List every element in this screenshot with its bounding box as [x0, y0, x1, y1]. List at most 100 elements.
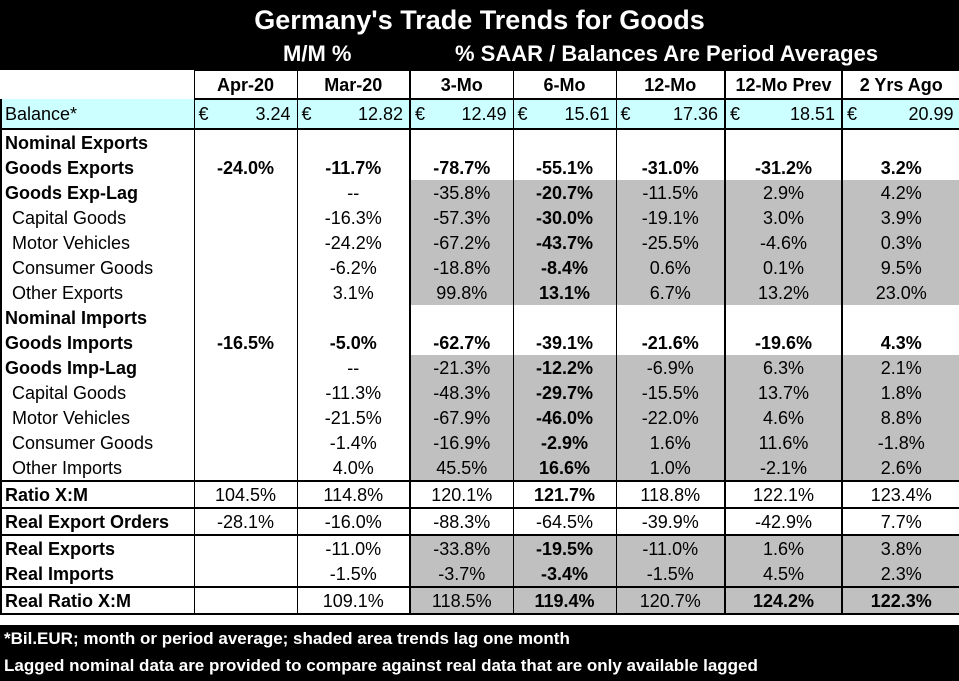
table-cell: 9.5% — [841, 255, 959, 280]
table-cell: -67.9% — [409, 405, 514, 430]
table-cell: 13.2% — [724, 280, 843, 305]
subtitle-bar: M/M % % SAAR / Balances Are Period Avera… — [0, 38, 959, 70]
table-cell — [409, 129, 514, 155]
row-label: Other Exports — [0, 280, 195, 305]
table-cell: -25.5% — [615, 230, 726, 255]
table-row: Goods Exp-Lag -- -35.8% -20.7% -11.5% 2.9% 4.2… — [0, 180, 959, 205]
table-row: Other Imports 4.0% 45.5% 16.6% 1.0% -2.1% 2.6% — [0, 455, 959, 481]
table-cell: 114.8% — [296, 480, 411, 508]
row-label: Real Ratio X:M — [0, 586, 195, 615]
table-cell: -18.8% — [409, 255, 514, 280]
balance-value: 15.61 — [564, 104, 610, 124]
table-cell: 13.1% — [512, 280, 617, 305]
table-cell: 3.1% — [296, 280, 411, 305]
row-label: Goods Imports — [0, 330, 195, 355]
table-cell: -1.8% — [841, 430, 959, 455]
row-label: Consumer Goods — [0, 430, 195, 455]
balance-value: 18.51 — [789, 104, 835, 124]
balance-cell: €18.51 — [724, 99, 843, 130]
table-cell — [193, 405, 298, 430]
table-cell: 4.3% — [841, 330, 959, 355]
table-cell: -16.0% — [296, 507, 411, 535]
table-cell: 45.5% — [409, 455, 514, 481]
euro-sign: € — [620, 104, 631, 124]
table-cell: -11.5% — [615, 180, 726, 205]
table-cell: -12.2% — [512, 355, 617, 380]
table-row: Capital Goods -16.3% -57.3% -30.0% -19.1% 3.0… — [0, 205, 959, 230]
table-cell: -67.2% — [409, 230, 514, 255]
table-cell: 120.7% — [615, 586, 726, 615]
table-row: Other Exports 3.1% 99.8% 13.1% 6.7% 13.2% 23.0… — [0, 280, 959, 305]
balance-cell: €17.36 — [615, 99, 726, 130]
table-cell: -42.9% — [724, 507, 843, 535]
table-row: Motor Vehicles -21.5% -67.9% -46.0% -22.0% 4.… — [0, 405, 959, 430]
table-cell: -64.5% — [512, 507, 617, 535]
table-row: Capital Goods -11.3% -48.3% -29.7% -15.5% 13.… — [0, 380, 959, 405]
table-row: Nominal Imports — [0, 305, 959, 330]
table-cell: -57.3% — [409, 205, 514, 230]
subtitle-left: M/M % — [283, 41, 352, 66]
balance-cell: €12.49 — [409, 99, 514, 130]
table-cell: 6.3% — [724, 355, 843, 380]
row-label: Goods Imp-Lag — [0, 355, 195, 380]
table-cell — [724, 129, 843, 155]
balance-row: Balance* €3.24 €12.82 €12.49 €15.61 €17.36 €1… — [0, 99, 959, 130]
table-cell: -11.7% — [296, 155, 411, 180]
euro-sign: € — [730, 104, 741, 124]
table-cell: 0.6% — [615, 255, 726, 280]
table-row: Goods Exports -24.0% -11.7% -78.7% -55.1% -31… — [0, 155, 959, 180]
table-cell — [193, 430, 298, 455]
table-cell: 1.0% — [615, 455, 726, 481]
table-cell: 11.6% — [724, 430, 843, 455]
footnote-2: Lagged nominal data are provided to comp… — [0, 653, 959, 681]
table-cell — [193, 380, 298, 405]
table-cell: -55.1% — [512, 155, 617, 180]
footnote-1: *Bil.EUR; month or period average; shade… — [0, 625, 959, 653]
table-cell: -30.0% — [512, 205, 617, 230]
table-cell: 0.3% — [841, 230, 959, 255]
table-cell: -19.5% — [512, 534, 617, 561]
table-cell: -39.9% — [615, 507, 726, 535]
table-cell: -16.5% — [193, 330, 298, 355]
row-label: Motor Vehicles — [0, 230, 195, 255]
table-cell: -31.2% — [724, 155, 843, 180]
balance-value: 12.49 — [461, 104, 507, 124]
table-cell: -11.0% — [296, 534, 411, 561]
table-cell: -4.6% — [724, 230, 843, 255]
table-cell: -19.6% — [724, 330, 843, 355]
balance-cell: €20.99 — [841, 99, 959, 130]
table-cell: -62.7% — [409, 330, 514, 355]
table-cell: 3.8% — [841, 534, 959, 561]
table-cell: -21.3% — [409, 355, 514, 380]
table-cell: 120.1% — [409, 480, 514, 508]
table-row: Consumer Goods -1.4% -16.9% -2.9% 1.6% 11.6% -… — [0, 430, 959, 455]
balance-cell: €3.24 — [193, 99, 298, 130]
table-row: Nominal Exports — [0, 129, 959, 155]
table-title: Germany's Trade Trends for Goods — [0, 0, 959, 38]
table-cell: 2.3% — [841, 561, 959, 587]
table-cell: 8.8% — [841, 405, 959, 430]
subtitle-right: % SAAR / Balances Are Period Averages — [455, 41, 879, 66]
table-cell: -8.4% — [512, 255, 617, 280]
table-cell: 118.5% — [409, 586, 514, 615]
table-cell: -78.7% — [409, 155, 514, 180]
table-cell: 0.1% — [724, 255, 843, 280]
col-header: 12-Mo — [615, 70, 726, 100]
table-cell: 3.9% — [841, 205, 959, 230]
balance-cell: €12.82 — [296, 99, 411, 130]
table-cell — [615, 305, 726, 330]
row-label: Capital Goods — [0, 380, 195, 405]
table-cell — [193, 205, 298, 230]
table-cell: 121.7% — [512, 480, 617, 508]
table-cell — [193, 355, 298, 380]
euro-sign: € — [415, 104, 426, 124]
table-cell: -5.0% — [296, 330, 411, 355]
euro-sign: € — [847, 104, 858, 124]
row-label: Ratio X:M — [0, 480, 195, 508]
table-cell: 122.3% — [841, 586, 959, 615]
table-cell — [296, 305, 411, 330]
table-cell: -1.5% — [615, 561, 726, 587]
table-cell: -20.7% — [512, 180, 617, 205]
table-cell: -88.3% — [409, 507, 514, 535]
